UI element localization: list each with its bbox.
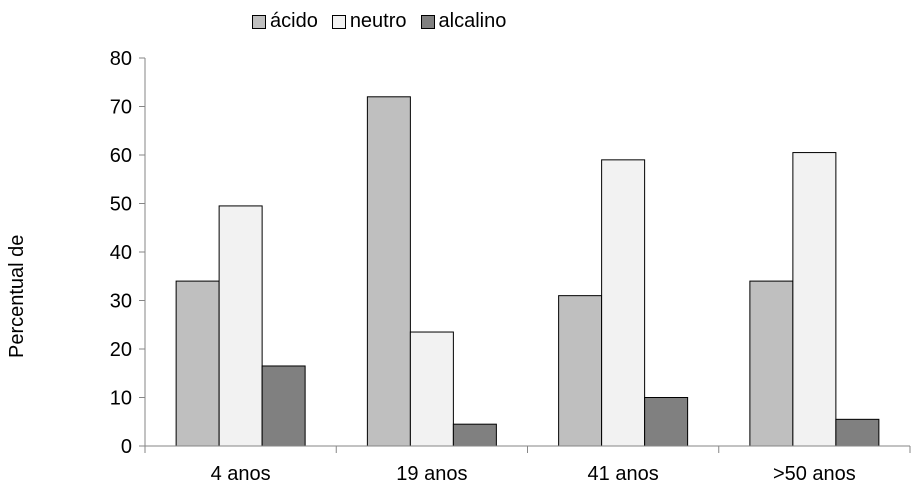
y-tick-label: 10	[110, 388, 132, 410]
legend-label-neutro: neutro	[349, 10, 407, 32]
legend-item-acido: ácido	[252, 10, 318, 33]
bar-acido	[175, 280, 220, 447]
y-tick-label: 60	[110, 145, 132, 167]
y-tick-label: 30	[110, 291, 132, 313]
bar-neutro	[218, 205, 263, 447]
bar-neutro	[792, 152, 837, 447]
bar-acido	[558, 295, 603, 447]
bar-acido	[366, 96, 411, 447]
x-tick-label: 41 anos	[588, 463, 659, 485]
bar-alcalino	[835, 418, 880, 447]
bar-neutro	[409, 331, 454, 447]
legend-swatch-neutro	[331, 14, 346, 29]
y-tick-label: 80	[110, 48, 132, 70]
x-tick-label: >50 anos	[773, 463, 856, 485]
y-tick-label: 50	[110, 194, 132, 216]
legend-item-alcalino: alcalino	[420, 10, 507, 33]
legend-label-alcalino: alcalino	[438, 10, 507, 32]
legend-swatch-alcalino	[420, 14, 435, 29]
bar-acido	[749, 280, 794, 447]
bar-alcalino	[452, 423, 497, 447]
y-tick-label: 0	[121, 436, 132, 458]
bar-neutro	[601, 159, 646, 447]
chart-legend: ácido neutro alcalino	[252, 10, 520, 33]
legend-label-acido: ácido	[270, 10, 318, 32]
legend-swatch-acido	[252, 14, 266, 29]
x-tick-label: 4 anos	[211, 463, 271, 485]
y-tick-label: 40	[110, 242, 132, 264]
x-tick-label: 19 anos	[396, 463, 467, 485]
bar-alcalino	[261, 365, 306, 447]
y-tick-label: 70	[110, 97, 132, 119]
y-tick-label: 20	[110, 339, 132, 361]
legend-item-neutro: neutro	[331, 10, 407, 33]
bar-alcalino	[644, 397, 689, 447]
